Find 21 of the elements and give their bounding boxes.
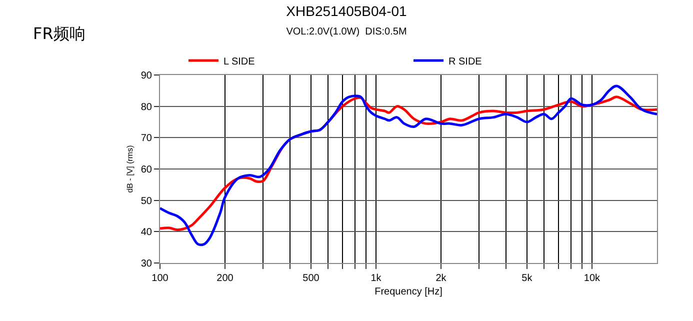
y-tick-label: 90 (140, 70, 152, 82)
x-tick-label: 500 (302, 273, 320, 284)
y-tick-label: 80 (140, 102, 152, 113)
x-tick-label: 200 (216, 273, 234, 284)
x-tick-label: 2k (436, 273, 448, 284)
x-tick-label: 10k (584, 273, 602, 284)
x-tick-label: 5k (522, 273, 534, 284)
chart-title: XHB251405B04-01 (286, 3, 408, 20)
x-axis-title: Frequency [Hz] (374, 286, 443, 298)
legend-label: R SIDE (448, 56, 482, 68)
y-tick-label: 30 (140, 258, 152, 270)
y-tick-label: 60 (140, 164, 152, 176)
text: FR频响 (33, 24, 86, 43)
y-tick-label: 40 (140, 227, 152, 238)
y-tick-label: 70 (140, 133, 152, 144)
x-tick-label: 1k (370, 273, 382, 284)
x-tick-label: 100 (152, 273, 169, 284)
legend-label: L SIDE (224, 56, 256, 68)
y-tick-label: 50 (140, 196, 152, 207)
chart-subtitle: VOL:2.0V(1.0W) DIS:0.5M (286, 26, 407, 38)
y-axis-title: dB - [V] (rms) (126, 144, 135, 193)
